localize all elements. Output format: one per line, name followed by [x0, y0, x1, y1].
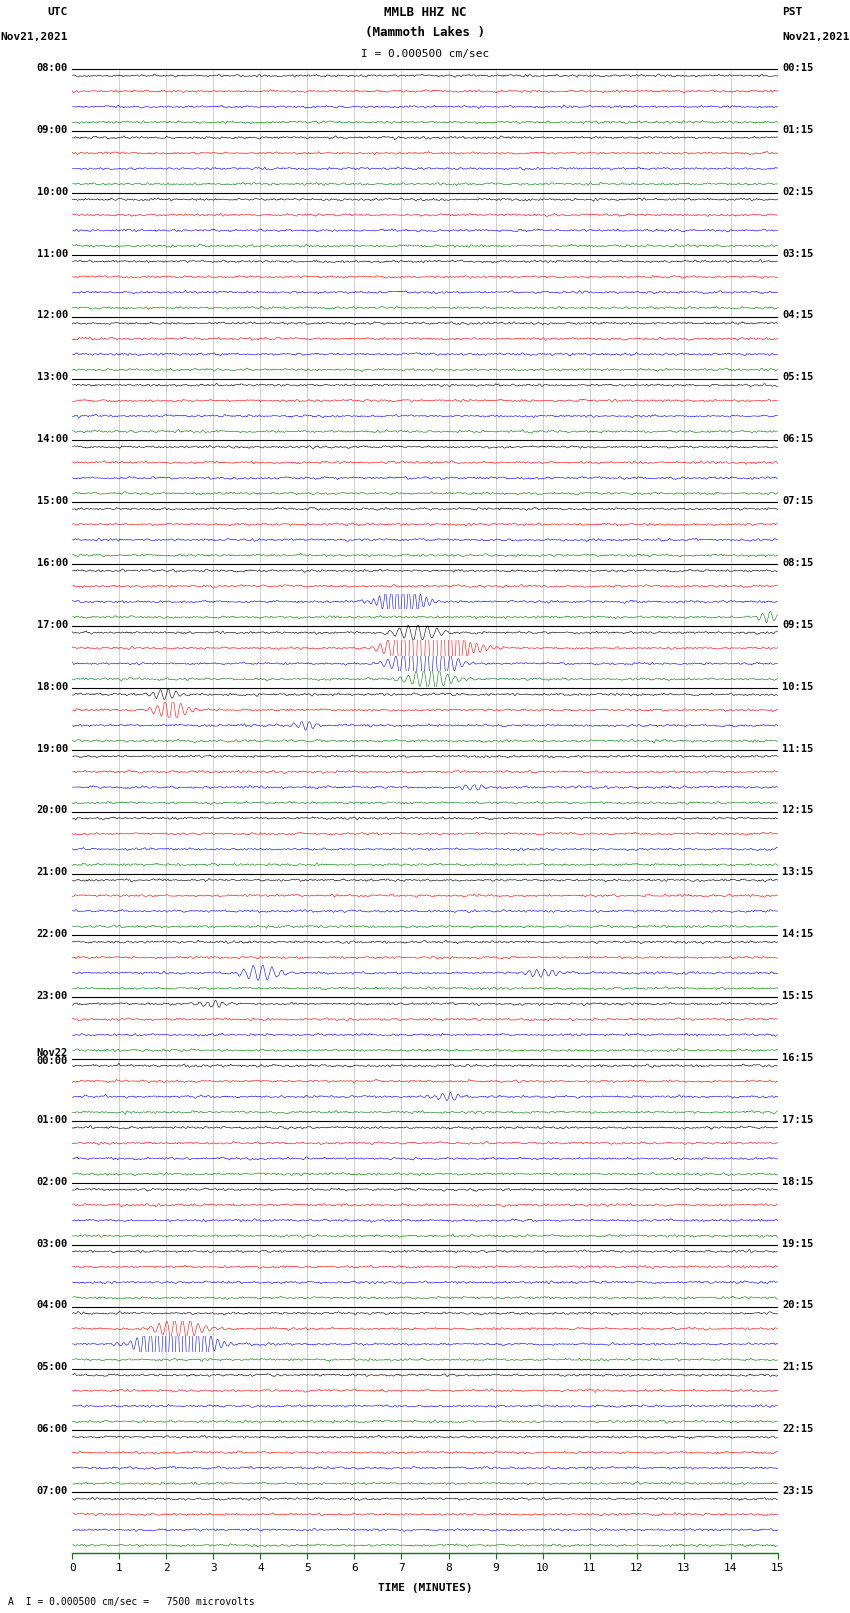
Text: 02:15: 02:15: [782, 187, 813, 197]
Text: 18:00: 18:00: [37, 682, 68, 692]
Text: 15:00: 15:00: [37, 497, 68, 506]
Text: Nov21,2021: Nov21,2021: [1, 32, 68, 42]
Text: 11:15: 11:15: [782, 744, 813, 753]
Text: 06:00: 06:00: [37, 1424, 68, 1434]
Text: 17:00: 17:00: [37, 619, 68, 629]
Text: PST: PST: [782, 6, 802, 18]
Text: 14:00: 14:00: [37, 434, 68, 444]
Text: 21:00: 21:00: [37, 868, 68, 877]
Text: 18:15: 18:15: [782, 1177, 813, 1187]
Text: 13:15: 13:15: [782, 868, 813, 877]
Text: 07:15: 07:15: [782, 497, 813, 506]
Text: UTC: UTC: [48, 6, 68, 18]
Text: 04:15: 04:15: [782, 310, 813, 321]
Text: 05:00: 05:00: [37, 1363, 68, 1373]
Text: Nov21,2021: Nov21,2021: [782, 32, 849, 42]
Text: 16:00: 16:00: [37, 558, 68, 568]
Text: MMLB HHZ NC: MMLB HHZ NC: [383, 6, 467, 19]
Text: 03:15: 03:15: [782, 248, 813, 258]
Text: 00:00: 00:00: [37, 1057, 68, 1066]
Text: (Mammoth Lakes ): (Mammoth Lakes ): [365, 26, 485, 39]
Text: 10:00: 10:00: [37, 187, 68, 197]
Text: 08:00: 08:00: [37, 63, 68, 73]
Text: 21:15: 21:15: [782, 1363, 813, 1373]
Text: 03:00: 03:00: [37, 1239, 68, 1248]
Text: 20:00: 20:00: [37, 805, 68, 816]
Text: 01:15: 01:15: [782, 124, 813, 135]
Text: 19:00: 19:00: [37, 744, 68, 753]
Text: 14:15: 14:15: [782, 929, 813, 939]
Text: A  I = 0.000500 cm/sec =   7500 microvolts: A I = 0.000500 cm/sec = 7500 microvolts: [8, 1597, 255, 1607]
Text: 11:00: 11:00: [37, 248, 68, 258]
Text: 12:00: 12:00: [37, 310, 68, 321]
Text: 02:00: 02:00: [37, 1177, 68, 1187]
Text: 07:00: 07:00: [37, 1486, 68, 1497]
Text: 19:15: 19:15: [782, 1239, 813, 1248]
Text: 16:15: 16:15: [782, 1053, 813, 1063]
Text: 22:00: 22:00: [37, 929, 68, 939]
Text: 15:15: 15:15: [782, 990, 813, 1002]
Text: 01:00: 01:00: [37, 1115, 68, 1124]
Text: Nov22: Nov22: [37, 1048, 68, 1058]
Text: I = 0.000500 cm/sec: I = 0.000500 cm/sec: [361, 50, 489, 60]
Text: TIME (MINUTES): TIME (MINUTES): [377, 1582, 473, 1592]
Text: 12:15: 12:15: [782, 805, 813, 816]
Text: 09:15: 09:15: [782, 619, 813, 629]
Text: 17:15: 17:15: [782, 1115, 813, 1124]
Text: 00:15: 00:15: [782, 63, 813, 73]
Text: 06:15: 06:15: [782, 434, 813, 444]
Text: 20:15: 20:15: [782, 1300, 813, 1310]
Text: 09:00: 09:00: [37, 124, 68, 135]
Text: 10:15: 10:15: [782, 682, 813, 692]
Text: 04:00: 04:00: [37, 1300, 68, 1310]
Text: 05:15: 05:15: [782, 373, 813, 382]
Text: 23:00: 23:00: [37, 990, 68, 1002]
Text: 22:15: 22:15: [782, 1424, 813, 1434]
Text: 08:15: 08:15: [782, 558, 813, 568]
Text: 13:00: 13:00: [37, 373, 68, 382]
Text: 23:15: 23:15: [782, 1486, 813, 1497]
